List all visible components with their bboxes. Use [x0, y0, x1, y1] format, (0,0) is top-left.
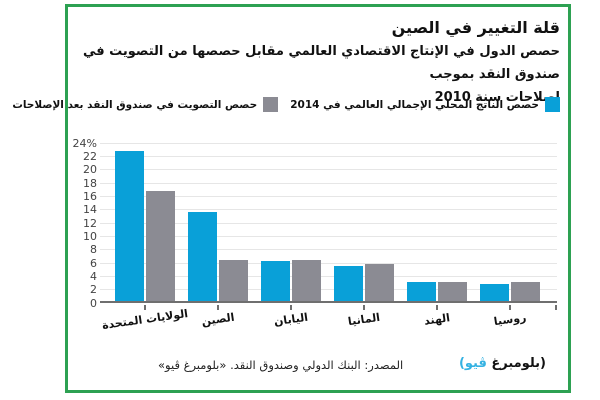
gridline	[100, 182, 557, 184]
gridline	[100, 235, 557, 237]
y-axis-tick-label: 24%	[72, 136, 97, 150]
gridline	[100, 195, 557, 197]
chart-subtitle-line-2: إصلاحات سنة 2010	[434, 90, 560, 105]
plot-area	[100, 142, 557, 303]
gridline	[100, 209, 557, 211]
gridline	[100, 155, 557, 157]
y-axis-tick-label: 16	[83, 189, 97, 203]
gridline	[100, 169, 557, 171]
legend-item-voting: حصص التصويت في صندوق النقد بعد الإصلاحات	[12, 97, 279, 112]
legend-item-gdp: حصص الناتج المحلي الإجمالي العالمي في 20…	[290, 97, 560, 112]
y-axis-tick-label: 4	[90, 269, 97, 283]
logo-text-black: (بلومبرغ	[491, 356, 546, 371]
bar-chart: 24% 22 20 18 16 14 12 10 8 6 4 2 0 الولايات المتحدة ال…	[68, 137, 568, 353]
y-axis-tick-label: 20	[83, 163, 97, 177]
bar-voting-3	[365, 263, 394, 301]
x-axis-tick	[290, 305, 292, 310]
bar-voting-5	[511, 281, 540, 301]
y-axis-tick-label: 14	[83, 203, 97, 217]
bar-gdp-4	[407, 281, 436, 301]
x-axis-tick	[144, 305, 146, 310]
chart-card: قلة التغيير في الصين حصص الدول في الإنتا…	[12, 4, 571, 393]
chart-header: قلة التغيير في الصين حصص الدول في الإنتا…	[76, 16, 560, 109]
bar-voting-1	[219, 260, 248, 301]
gridline	[100, 289, 557, 291]
legend-label-gdp: حصص الناتج المحلي الإجمالي العالمي في 20…	[290, 98, 539, 111]
y-axis-tick-label: 22	[83, 149, 97, 163]
bloomberg-view-logo: (بلومبرغ ڤيو)	[459, 356, 546, 371]
gridline	[100, 222, 557, 224]
bar-voting-4	[438, 282, 467, 301]
bar-gdp-5	[480, 284, 509, 301]
gridline	[100, 249, 557, 251]
bar-gdp-2	[261, 261, 290, 301]
chart-title: قلة التغيير في الصين	[391, 18, 560, 37]
bar-gdp-3	[334, 266, 363, 301]
y-axis-tick-label: 18	[83, 176, 97, 190]
legend-label-voting: حصص التصويت في صندوق النقد بعد الإصلاحات	[12, 98, 258, 111]
y-axis-tick-label: 10	[83, 229, 97, 243]
y-axis-tick-label: 6	[90, 256, 97, 270]
bar-gdp-0	[115, 151, 144, 301]
x-axis-tick	[363, 305, 365, 310]
y-axis-tick-label: 2	[90, 283, 97, 297]
x-axis-end-tick	[555, 305, 557, 310]
y-axis-tick-label: 12	[83, 216, 97, 230]
chart-subtitle-line-1: حصص الدول في الإنتاج الاقتصادي العالمي م…	[82, 44, 560, 82]
x-axis-tick	[217, 305, 219, 310]
bar-voting-0	[146, 191, 175, 301]
bar-voting-2	[292, 259, 321, 301]
y-axis-tick-label: 8	[90, 243, 97, 257]
voting-series-swatch-icon	[263, 97, 279, 112]
gridline	[100, 262, 557, 264]
y-axis-tick-label: 0	[90, 296, 97, 310]
logo-text-blue: ڤيو)	[458, 356, 487, 371]
x-axis-tick	[509, 305, 511, 310]
gridline	[100, 275, 557, 277]
gdp-series-swatch-icon	[545, 97, 560, 112]
bar-gdp-1	[188, 211, 217, 301]
chart-legend: حصص الناتج المحلي الإجمالي العالمي في 20…	[12, 97, 560, 112]
gridline	[100, 142, 557, 144]
x-axis-tick	[436, 305, 438, 310]
source-note: المصدر: البنك الدولي وصندوق النقد. «بلوم…	[158, 358, 404, 372]
